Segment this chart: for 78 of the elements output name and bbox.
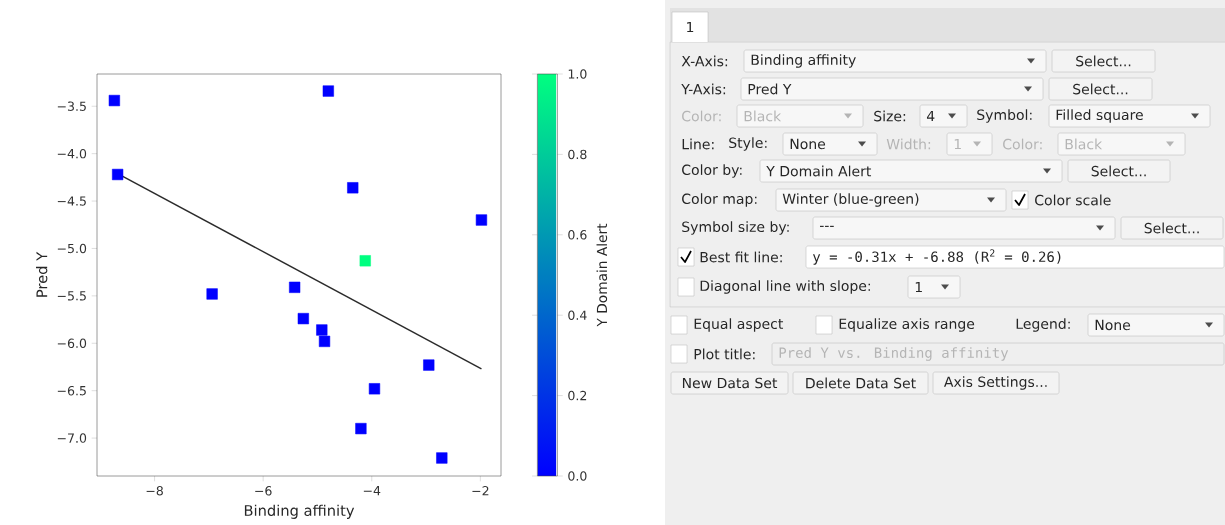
point: [206, 288, 218, 300]
y-axis-title: Pred Y: [36, 251, 48, 297]
point: [297, 313, 309, 325]
text: X-Axis:: [681, 55, 728, 67]
y-tick-label: −5.0: [57, 243, 87, 254]
text: Legend:: [1016, 318, 1070, 332]
text: Symbol size by:: [682, 221, 789, 235]
text: 1: [915, 281, 922, 293]
point: [423, 359, 435, 371]
point: [289, 281, 301, 293]
y-tick-label: −5.5: [57, 291, 86, 301]
text: Color:: [1003, 138, 1042, 150]
text: New Data Set: [682, 377, 778, 389]
x-tick-label: −2: [472, 486, 489, 496]
text: Color:: [682, 110, 721, 122]
text: Color scale: [1035, 194, 1111, 206]
point: [347, 182, 359, 194]
y-tick-label: −7.0: [57, 433, 87, 443]
text: Black: [1065, 138, 1103, 150]
color-bar-label: 1.0: [568, 69, 587, 79]
text: 1: [954, 138, 961, 150]
point: [355, 423, 367, 435]
text: Diagonal line with slope:: [700, 280, 870, 294]
point: [316, 324, 328, 336]
text: Equal aspect: [694, 318, 784, 332]
text: Plot title:: [694, 348, 755, 360]
color-bar-label: 0.6: [568, 230, 587, 240]
text: Select...: [1144, 222, 1199, 234]
text: Pred Y: [748, 83, 792, 95]
y-tick-label: −3.5: [57, 101, 86, 111]
y-tick-label: −4.0: [57, 148, 87, 159]
text: Width:: [886, 138, 931, 150]
text: 1: [687, 21, 694, 33]
point: [359, 255, 371, 267]
point: [108, 94, 120, 107]
text: Winter (blue-green): [782, 193, 919, 207]
text: Axis Settings...: [943, 376, 1047, 390]
text: Line:: [682, 138, 714, 150]
color-bar-label: 0.0: [568, 471, 587, 481]
text: Color map:: [682, 193, 757, 207]
y-tick-label: −4.5: [57, 196, 86, 206]
point: [318, 335, 331, 347]
text: Size:: [874, 110, 906, 122]
point: [322, 85, 334, 97]
text: Delete Data Set: [806, 377, 916, 389]
text: Best fit line:: [700, 251, 782, 263]
point: [368, 383, 381, 395]
x-tick-label: −6: [255, 486, 272, 496]
text: Filled square: [1056, 109, 1143, 123]
text: Symbol:: [977, 109, 1032, 123]
text: Pred Y vs. Binding affinity: [779, 347, 1009, 361]
text: Y Domain Alert: [766, 165, 872, 177]
text: Binding affinity: [751, 54, 856, 68]
point: [112, 168, 124, 181]
x-tick-label: −8: [146, 486, 163, 496]
x-axis-title: Binding affinity: [244, 504, 355, 519]
text: 4: [926, 110, 935, 122]
text: Black: [744, 110, 782, 122]
text: Style:: [729, 137, 767, 151]
text: Select...: [1076, 55, 1131, 67]
text: ---: [819, 225, 834, 227]
color-bar-label: 0.8: [568, 149, 587, 160]
y-tick-label: −6.5: [57, 385, 86, 396]
text: None: [1095, 319, 1131, 331]
point: [436, 452, 448, 464]
color-bar-label: 0.4: [568, 310, 587, 320]
text: Select...: [1091, 165, 1146, 177]
text: Equalize axis range: [839, 318, 975, 332]
point: [475, 214, 488, 226]
text: Select...: [1073, 83, 1128, 95]
color-bar-label: 0.2: [568, 390, 587, 401]
y-tick-label: −6.0: [57, 338, 87, 348]
text: Y-Axis:: [681, 83, 726, 95]
text: y = -0.31x + -6.88 (R$^{2}$ = 0.26): [812, 249, 1061, 265]
text: None: [790, 138, 826, 150]
x-tick-label: −4: [363, 486, 381, 496]
color-bar-title: Y Domain Alert: [596, 223, 608, 327]
text: Color by:: [682, 164, 742, 178]
